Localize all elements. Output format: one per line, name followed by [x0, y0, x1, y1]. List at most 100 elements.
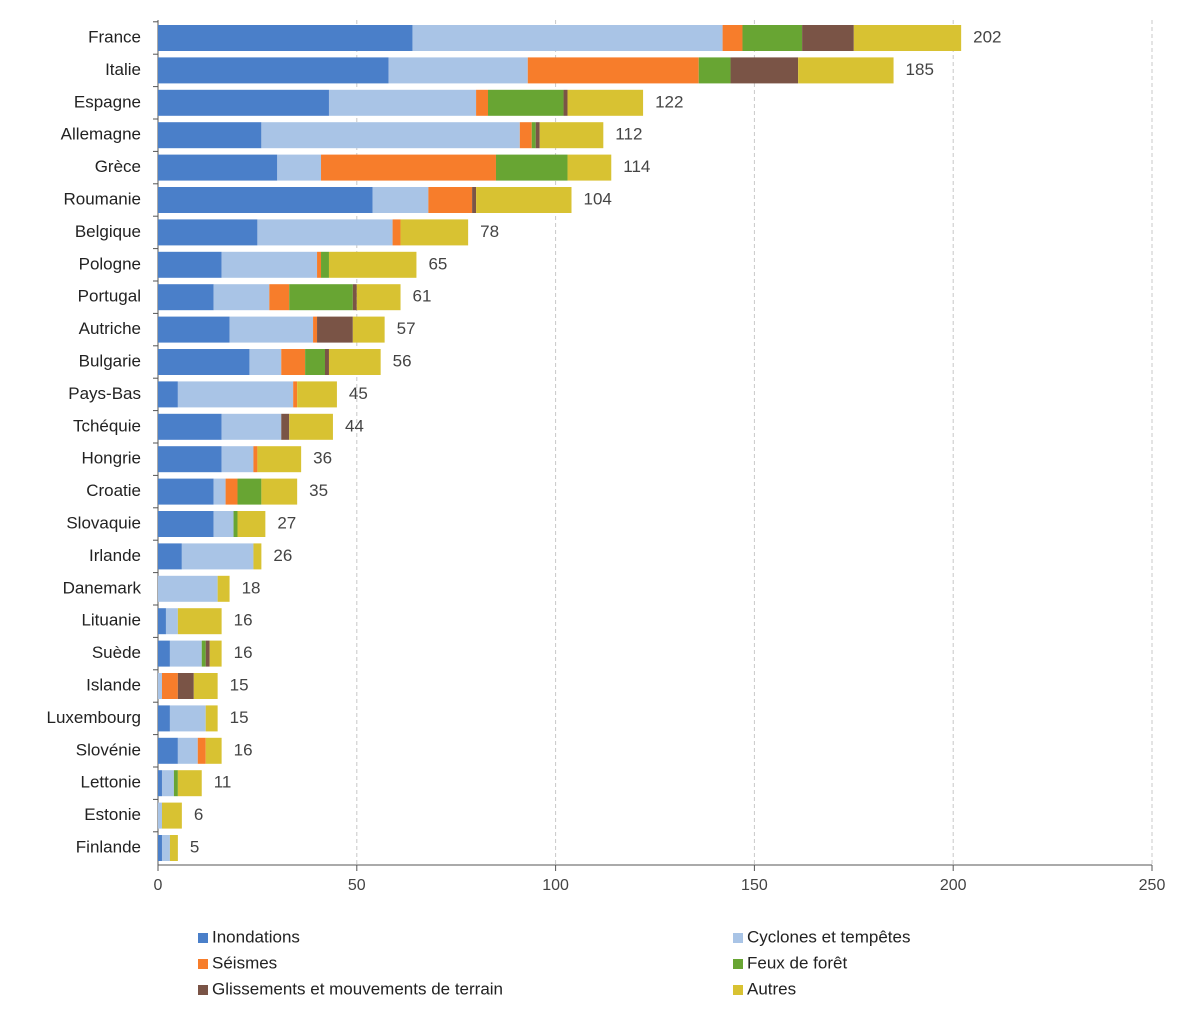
total-label: 15	[230, 708, 249, 727]
legend-label: Cyclones et tempêtes	[747, 927, 910, 946]
x-tick-label: 50	[348, 877, 366, 894]
y-tick-label: Bulgarie	[79, 351, 141, 370]
total-label: 35	[309, 481, 328, 500]
bar-segment	[261, 478, 298, 505]
bar-segment	[392, 219, 401, 246]
bar-segment	[158, 219, 258, 246]
y-tick-label: Lettonie	[81, 773, 142, 792]
bar-segment	[158, 543, 182, 570]
bar-segment	[158, 705, 170, 732]
bar-segment	[289, 413, 333, 440]
legend-swatch	[733, 985, 743, 995]
total-label: 114	[623, 157, 650, 176]
bar-segment	[161, 770, 174, 797]
bar-segment	[269, 284, 290, 311]
bar-segment	[177, 770, 202, 797]
bar-segment	[328, 251, 417, 278]
bar-segment	[221, 446, 254, 473]
bar-segment	[328, 89, 477, 116]
bar-segment	[158, 57, 389, 84]
bar-segment	[277, 154, 322, 181]
bar-segment	[253, 446, 258, 473]
bar-segment	[158, 446, 222, 473]
bar-segment	[158, 478, 214, 505]
y-tick-label: Suède	[92, 643, 141, 662]
x-tick-label: 200	[940, 877, 967, 894]
bar-segment	[158, 381, 178, 408]
bar-segment	[412, 25, 723, 51]
legend-swatch	[198, 933, 208, 943]
bar-segment	[221, 413, 282, 440]
bar-segment	[161, 802, 182, 829]
bar-segment	[730, 57, 799, 84]
bar-segment	[297, 381, 337, 408]
bar-segment	[305, 349, 325, 375]
legend-label: Feux de forêt	[747, 953, 847, 972]
total-label: 26	[273, 546, 292, 565]
y-tick-label: Roumanie	[64, 189, 142, 208]
bar-segment	[495, 154, 568, 181]
bar-segment	[158, 770, 162, 797]
bar-segment	[158, 835, 162, 861]
total-label: 6	[194, 805, 203, 824]
total-label: 18	[242, 578, 261, 597]
bar-segment	[476, 89, 489, 116]
bar-segment	[161, 673, 178, 699]
bar-segment	[158, 284, 214, 311]
y-tick-label: Irlande	[89, 546, 141, 565]
bar-segment	[221, 251, 318, 278]
bar-segment	[488, 89, 564, 116]
total-label: 15	[230, 675, 249, 694]
legend-swatch	[733, 959, 743, 969]
bar-segment	[158, 673, 162, 699]
total-label: 104	[584, 189, 612, 208]
y-tick-label: Lituanie	[81, 611, 141, 630]
bar-segment	[722, 25, 743, 51]
bar-segment	[158, 802, 162, 829]
bar-segment	[165, 608, 178, 635]
bar-segment	[177, 381, 294, 408]
bar-segment	[158, 89, 329, 116]
bar-segment	[400, 219, 469, 246]
bar-segment	[328, 349, 381, 375]
total-label: 16	[234, 643, 253, 662]
bar-segment	[372, 187, 429, 213]
bar-segment	[257, 219, 393, 246]
y-tick-label: Hongrie	[81, 449, 141, 468]
y-tick-label: Belgique	[75, 222, 141, 241]
bar-segment	[321, 251, 329, 278]
total-label: 112	[615, 125, 642, 144]
total-label: 56	[393, 351, 412, 370]
bar-segment	[225, 478, 238, 505]
y-tick-label: Danemark	[63, 578, 142, 597]
y-tick-label: Portugal	[78, 287, 141, 306]
x-tick-label: 250	[1139, 877, 1166, 894]
bar-segment	[472, 187, 477, 213]
bar-segment	[253, 543, 262, 570]
bar-segment	[388, 57, 528, 84]
bar-segment	[158, 413, 222, 440]
bar-segment	[249, 349, 282, 375]
y-tick-label: Slovaquie	[66, 513, 141, 532]
bar-segment	[317, 316, 353, 343]
x-tick-label: 150	[741, 877, 768, 894]
bar-segment	[698, 57, 731, 84]
legend-label: Séismes	[212, 953, 277, 972]
bar-segment	[193, 673, 218, 699]
bar-segment	[237, 511, 266, 537]
bar-segment	[169, 705, 206, 732]
y-tick-label: Autriche	[79, 319, 141, 338]
bar-segment	[213, 478, 226, 505]
total-label: 44	[345, 416, 364, 435]
bar-segment	[802, 25, 854, 51]
bar-segment	[527, 57, 699, 84]
bar-segment	[321, 154, 496, 181]
bar-segment	[798, 57, 894, 84]
bar-segment	[531, 122, 536, 149]
y-tick-label: Pays-Bas	[68, 384, 141, 403]
bar-segment	[158, 737, 178, 764]
y-tick-label: Grèce	[95, 157, 141, 176]
bar-segment	[205, 640, 210, 667]
y-tick-label: Espagne	[74, 92, 141, 111]
